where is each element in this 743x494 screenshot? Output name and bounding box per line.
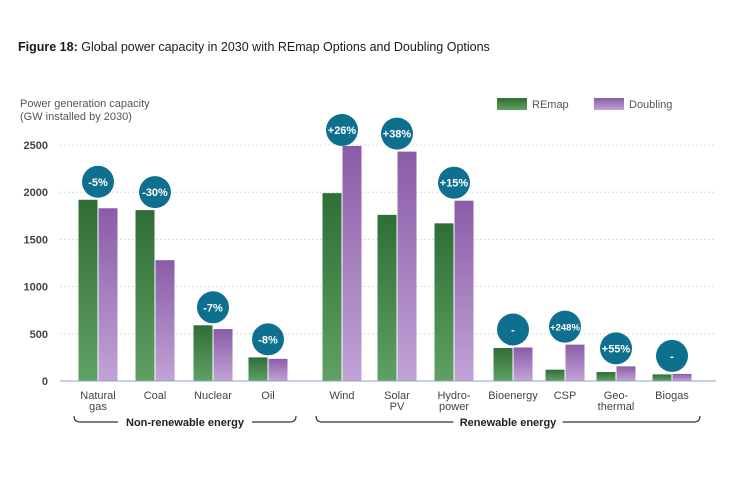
- x-tick-label: CSP: [554, 390, 577, 402]
- change-badge: [197, 291, 229, 324]
- change-badge: [549, 310, 581, 343]
- y-tick-label: 1500: [24, 234, 48, 246]
- legend-swatch-doubling: [594, 98, 624, 110]
- change-label: -5%: [88, 177, 108, 189]
- figure-title: Figure 18: Global power capacity in 2030…: [18, 40, 490, 54]
- y-tick-label: 500: [30, 329, 48, 341]
- group-bracket: [315, 415, 701, 423]
- change-label: -30%: [142, 187, 168, 199]
- change-badge: [600, 332, 632, 365]
- change-badge: [656, 339, 688, 372]
- bar-remap: [322, 193, 342, 381]
- bar-remap: [545, 369, 565, 381]
- bar-remap: [652, 374, 672, 381]
- bar-remap: [434, 223, 454, 381]
- change-label: +15%: [440, 178, 469, 190]
- change-badge: [497, 313, 529, 346]
- x-tick-label: Hydro-: [437, 390, 470, 402]
- bar-remap: [493, 347, 513, 381]
- bar-remap: [377, 214, 397, 381]
- change-label: +248%: [550, 323, 580, 334]
- bar-doubling: [513, 347, 533, 381]
- y-tick-label: 1000: [24, 282, 48, 294]
- x-tick-label: PV: [390, 401, 405, 413]
- change-label: +55%: [602, 343, 631, 355]
- bar-doubling: [454, 200, 474, 381]
- legend-swatch-remap: [497, 98, 527, 110]
- bar-remap: [193, 325, 213, 381]
- bar-doubling: [397, 151, 417, 381]
- change-label: -8%: [258, 334, 278, 346]
- legend-label: REmap: [532, 99, 569, 111]
- figure-caption: Global power capacity in 2030 with REmap…: [81, 40, 490, 54]
- change-label: +38%: [383, 129, 412, 141]
- bar-remap: [596, 372, 616, 381]
- change-badge: [82, 165, 114, 198]
- change-badge: [381, 117, 413, 150]
- x-tick-label: power: [439, 401, 469, 413]
- change-label: +26%: [328, 125, 357, 137]
- x-tick-label: Geo-: [604, 390, 629, 402]
- bar-doubling: [672, 373, 692, 381]
- y-tick-label: 0: [42, 376, 48, 388]
- x-tick-label: Coal: [144, 390, 167, 402]
- change-badge: [326, 114, 358, 146]
- change-label: -: [511, 324, 515, 336]
- x-tick-label: Wind: [329, 390, 354, 402]
- change-badge: [139, 176, 171, 209]
- bar-remap: [135, 210, 155, 381]
- y-tick-label: 2500: [24, 140, 48, 152]
- x-tick-label: Bioenergy: [488, 390, 538, 402]
- x-tick-label: Natural: [80, 390, 115, 402]
- change-label: -: [670, 351, 674, 363]
- y-tick-label: 2000: [24, 187, 48, 199]
- bar-doubling: [268, 358, 288, 381]
- x-tick-label: thermal: [598, 401, 635, 413]
- x-tick-label: Solar: [384, 390, 410, 402]
- x-tick-label: Biogas: [655, 390, 689, 402]
- bar-doubling: [616, 366, 636, 381]
- bar-doubling: [213, 329, 233, 381]
- bar-doubling: [342, 145, 362, 381]
- group-label: Renewable energy: [460, 417, 557, 429]
- change-badge: [252, 323, 284, 356]
- bar-doubling: [155, 260, 175, 381]
- bar-remap: [248, 357, 268, 381]
- bar-doubling: [98, 208, 118, 381]
- x-tick-label: Oil: [261, 390, 274, 402]
- bar-remap: [78, 199, 98, 381]
- legend-label: Doubling: [629, 99, 672, 111]
- group-bracket: [73, 415, 297, 423]
- figure-label: Figure 18:: [18, 40, 78, 54]
- y-axis-label: Power generation capacity: [20, 98, 150, 110]
- x-tick-label: Nuclear: [194, 390, 232, 402]
- y-axis-label: (GW installed by 2030): [20, 111, 132, 123]
- group-label: Non-renewable energy: [126, 417, 245, 429]
- change-badge: [438, 166, 470, 199]
- x-tick-label: gas: [89, 401, 107, 413]
- change-label: -7%: [203, 302, 223, 314]
- bar-doubling: [565, 344, 585, 381]
